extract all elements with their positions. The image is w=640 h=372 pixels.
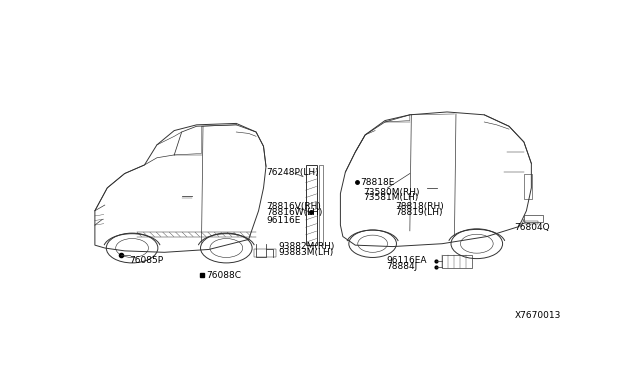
Text: 76088C: 76088C: [207, 271, 241, 280]
Text: 78818E: 78818E: [360, 178, 395, 187]
Text: 73580M(RH): 73580M(RH): [364, 187, 420, 197]
Text: 93882M(RH): 93882M(RH): [278, 242, 335, 251]
Bar: [319, 165, 323, 245]
Text: 78816V(RH): 78816V(RH): [266, 202, 321, 211]
Text: 76804Q: 76804Q: [514, 224, 550, 232]
Text: 76085P: 76085P: [129, 256, 164, 265]
Text: 78818(RH): 78818(RH): [395, 202, 444, 211]
Bar: [524, 173, 532, 199]
Text: 78884J: 78884J: [387, 262, 418, 271]
Text: 96116EA: 96116EA: [387, 256, 427, 264]
Text: X7670013: X7670013: [515, 311, 561, 320]
Bar: [525, 221, 538, 224]
Text: 76248P(LH): 76248P(LH): [266, 168, 319, 177]
Bar: [253, 250, 276, 257]
Text: 93883M(LH): 93883M(LH): [278, 248, 333, 257]
Text: 96116E: 96116E: [266, 216, 300, 225]
Bar: [442, 255, 472, 268]
Bar: [306, 165, 317, 245]
Text: 73581M(LH): 73581M(LH): [364, 193, 419, 202]
Bar: [524, 215, 543, 222]
Text: 78819(LH): 78819(LH): [395, 208, 442, 217]
Text: 78816W(LH): 78816W(LH): [266, 208, 323, 217]
